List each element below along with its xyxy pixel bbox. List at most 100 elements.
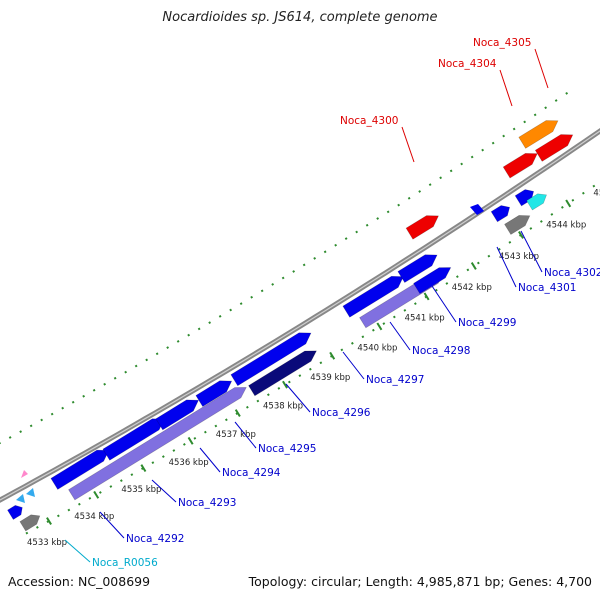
tick-dot (560, 206, 564, 209)
tick-dot (113, 376, 117, 380)
tick-dot (67, 508, 71, 512)
tick-major (282, 380, 288, 389)
tick-dot (182, 443, 186, 446)
tick-label: 4545 kbp (593, 188, 600, 198)
tick-dot (92, 388, 96, 392)
tick-dot (449, 169, 453, 173)
tick-dot (439, 176, 443, 180)
tick-dot (554, 99, 558, 102)
tick-major (518, 231, 524, 239)
gene-small-blue (470, 204, 484, 215)
tick-dot (224, 418, 228, 422)
tick-dot (256, 399, 260, 403)
gene-label-leader (499, 69, 513, 107)
tick-dot (40, 418, 44, 422)
gene-noca-4292 (50, 449, 110, 490)
tick-label: 4539 kbp (310, 373, 350, 383)
tick-label: 4544 kbp (546, 220, 586, 230)
tick-major (93, 490, 100, 499)
tick-dot (376, 217, 380, 220)
tick-dot (445, 282, 449, 285)
trna-cyan-marker (16, 494, 25, 503)
gene-label-leader (99, 511, 125, 539)
tick-dot (512, 127, 516, 131)
tick-dot (418, 190, 422, 193)
gene-label-leader (520, 230, 543, 273)
tick-dot (61, 406, 65, 410)
gene-noca-4298 (397, 254, 438, 283)
trna-cyan-marker (26, 488, 35, 497)
gene-label: Noca_4295 (258, 443, 316, 455)
tick-dot (313, 257, 317, 260)
tick-dot (239, 302, 243, 306)
tick-dot (287, 380, 291, 384)
tick-dot (476, 261, 480, 265)
tick-dot (88, 496, 92, 500)
gene-label: Noca_4304 (438, 58, 497, 70)
tick-dot (98, 491, 102, 494)
tick-major (470, 262, 477, 270)
tick-dot (82, 394, 86, 398)
gene-label-leader (285, 383, 311, 413)
tick-dot (298, 374, 302, 378)
tick-dot (308, 367, 312, 371)
gene-label-leader (199, 447, 221, 473)
gene-noca-4295 (195, 380, 233, 407)
tick-dot (344, 237, 348, 240)
gene-noca-4297 (342, 276, 404, 318)
gene-noca-4294 (155, 399, 199, 431)
tick-dot (50, 412, 54, 416)
tick-dot (413, 302, 417, 306)
gene-noca-4292-cds (68, 387, 247, 501)
gene-cyan (526, 193, 547, 211)
gene-noca-4305 (518, 120, 559, 149)
tick-label: 4535 kbp (121, 485, 161, 495)
tick-major (187, 436, 194, 445)
tick-dot (187, 333, 191, 337)
tick-major (329, 351, 336, 360)
gene-noca-4299 (413, 267, 452, 295)
gene-label-leader (342, 351, 365, 380)
tick-dot (386, 210, 390, 214)
gene-label-leader (496, 246, 517, 288)
tick-dot (214, 424, 218, 428)
tick-dot (8, 436, 12, 439)
tick-dot (218, 314, 222, 318)
tick-major (234, 409, 241, 417)
tick-major (46, 517, 52, 525)
gene-label: Noca_4299 (458, 317, 516, 329)
tick-dot (319, 361, 323, 365)
gene-label: Noca_4301 (518, 282, 576, 294)
tick-label: 4540 kbp (357, 343, 397, 353)
tick-dot (29, 424, 33, 428)
tick-major (423, 292, 430, 301)
tick-label: 4537 kbp (216, 430, 256, 440)
tick-dot (466, 268, 470, 272)
tick-dot (77, 502, 81, 506)
gene-noca-4302 (514, 189, 535, 207)
gene-label-leader (234, 421, 257, 449)
tick-dot (533, 113, 537, 117)
tick-dot (407, 196, 411, 200)
inner-tick-track (25, 184, 596, 535)
tick-dot (550, 213, 554, 216)
tick-dot (481, 148, 485, 152)
tick-label: 4543 kbp (499, 252, 539, 262)
gene-label-leader (401, 126, 415, 163)
tick-label: 4533 kbp (27, 538, 67, 548)
tick-label: 4536 kbp (169, 458, 209, 468)
tick-dot (491, 141, 495, 145)
tick-dot (161, 455, 165, 458)
tick-dot (130, 473, 134, 477)
tick-dot (382, 322, 386, 325)
tick-dot (371, 328, 375, 332)
tick-dot (565, 91, 569, 95)
gene-label-leader (151, 479, 177, 503)
tick-dot (340, 348, 344, 352)
tick-dot (19, 430, 23, 434)
gene-gray (504, 215, 531, 235)
tick-dot (124, 370, 128, 374)
tick-label: 4542 kbp (452, 283, 492, 293)
tick-dot (523, 120, 527, 124)
tick-dot (508, 240, 512, 244)
